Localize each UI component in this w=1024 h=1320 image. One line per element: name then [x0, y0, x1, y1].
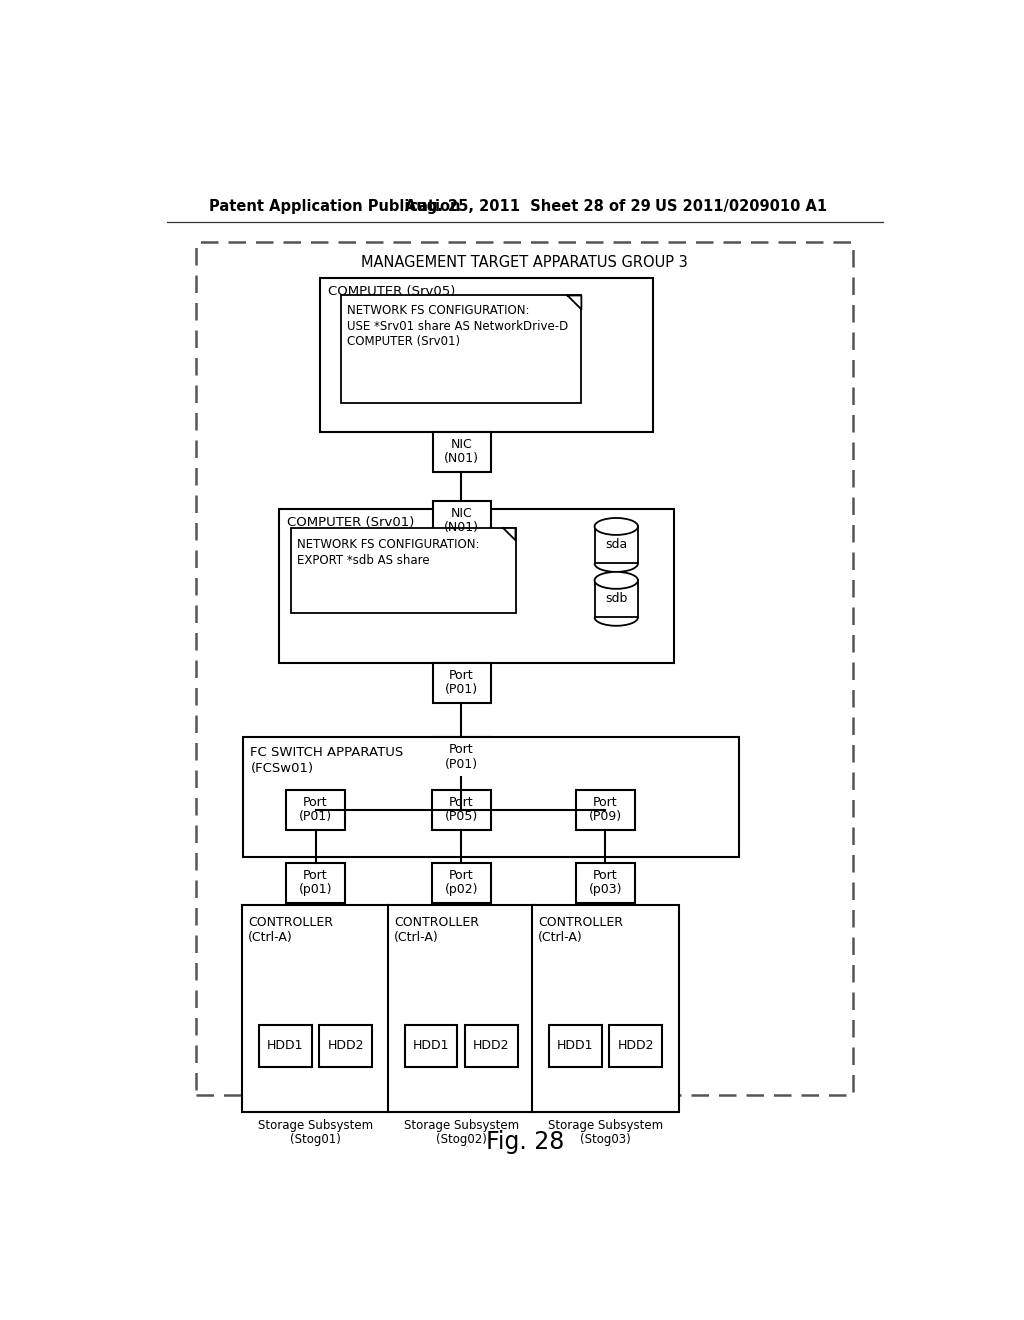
Text: Port: Port	[449, 869, 473, 882]
Text: (Ctrl-A): (Ctrl-A)	[394, 931, 438, 944]
Polygon shape	[567, 296, 582, 309]
Text: NETWORK FS CONFIGURATION:: NETWORK FS CONFIGURATION:	[347, 305, 529, 317]
Bar	[286, 863, 345, 903]
Text: Port: Port	[449, 743, 473, 756]
Bar	[432, 863, 490, 903]
Ellipse shape	[595, 572, 638, 589]
Polygon shape	[503, 528, 515, 540]
Text: (Stog01): (Stog01)	[290, 1133, 341, 1146]
Text: CONTROLLER: CONTROLLER	[248, 916, 333, 929]
Bar	[291, 528, 515, 612]
Text: HDD2: HDD2	[617, 1039, 654, 1052]
Text: Port: Port	[449, 668, 473, 681]
Text: CONTROLLER: CONTROLLER	[394, 916, 479, 929]
Text: (p01): (p01)	[299, 883, 333, 896]
Text: Aug. 25, 2011  Sheet 28 of 29: Aug. 25, 2011 Sheet 28 of 29	[406, 198, 651, 214]
Ellipse shape	[595, 517, 638, 535]
Text: Port: Port	[449, 796, 473, 809]
Text: HDD1: HDD1	[557, 1039, 594, 1052]
Bar	[531, 906, 679, 1111]
Text: Fig. 28: Fig. 28	[485, 1130, 564, 1155]
Text: (P01): (P01)	[444, 758, 478, 771]
Text: Patent Application Publication: Patent Application Publication	[209, 198, 461, 214]
Text: (Ctrl-A): (Ctrl-A)	[538, 931, 583, 944]
Text: Port: Port	[593, 796, 617, 809]
Text: Port: Port	[593, 869, 617, 882]
Bar	[321, 277, 653, 432]
Bar	[432, 789, 490, 830]
Bar	[432, 502, 490, 541]
Bar	[319, 1024, 372, 1067]
Text: (Stog03): (Stog03)	[580, 1133, 631, 1146]
Bar	[595, 581, 638, 618]
Bar	[465, 1024, 518, 1067]
Text: sda: sda	[605, 539, 628, 552]
Text: HDD1: HDD1	[413, 1039, 450, 1052]
Text: FC SWITCH APPARATUS: FC SWITCH APPARATUS	[251, 746, 403, 759]
Bar	[242, 906, 389, 1111]
Text: (Stog02): (Stog02)	[436, 1133, 486, 1146]
Text: (p03): (p03)	[589, 883, 623, 896]
Bar	[575, 789, 635, 830]
Text: HDD1: HDD1	[267, 1039, 303, 1052]
Text: (FCSw01): (FCSw01)	[251, 762, 313, 775]
Bar	[432, 432, 490, 471]
Text: EXPORT *sdb AS share: EXPORT *sdb AS share	[297, 554, 430, 566]
Bar	[432, 738, 490, 777]
Text: Storage Subsystem: Storage Subsystem	[548, 1119, 663, 1133]
Bar	[575, 863, 635, 903]
Bar	[259, 1024, 311, 1067]
Text: (N01): (N01)	[443, 453, 479, 465]
Text: sdb: sdb	[605, 593, 628, 606]
Bar	[197, 242, 853, 1094]
Text: (N01): (N01)	[443, 521, 479, 535]
Text: NIC: NIC	[451, 507, 472, 520]
Text: Storage Subsystem: Storage Subsystem	[258, 1119, 373, 1133]
Text: MANAGEMENT TARGET APPARATUS GROUP 3: MANAGEMENT TARGET APPARATUS GROUP 3	[361, 255, 688, 269]
Bar	[280, 508, 675, 663]
Text: Port: Port	[303, 869, 328, 882]
Text: COMPUTER (Srv05): COMPUTER (Srv05)	[328, 285, 456, 298]
Text: (P01): (P01)	[299, 810, 332, 824]
Text: (P09): (P09)	[589, 810, 622, 824]
Bar	[432, 663, 490, 702]
Bar	[404, 1024, 458, 1067]
Text: CONTROLLER: CONTROLLER	[538, 916, 623, 929]
Text: (p02): (p02)	[444, 883, 478, 896]
Text: (P01): (P01)	[444, 684, 478, 696]
Text: HDD2: HDD2	[473, 1039, 510, 1052]
Text: USE *Srv01 share AS NetworkDrive-D: USE *Srv01 share AS NetworkDrive-D	[347, 319, 568, 333]
Text: NIC: NIC	[451, 437, 472, 450]
Bar	[549, 1024, 601, 1067]
Text: COMPUTER (Srv01): COMPUTER (Srv01)	[287, 516, 415, 529]
Text: US 2011/0209010 A1: US 2011/0209010 A1	[655, 198, 827, 214]
Text: COMPUTER (Srv01): COMPUTER (Srv01)	[347, 335, 461, 348]
Text: Port: Port	[303, 796, 328, 809]
Text: NETWORK FS CONFIGURATION:: NETWORK FS CONFIGURATION:	[297, 539, 479, 552]
Text: Storage Subsystem: Storage Subsystem	[403, 1119, 519, 1133]
Bar	[341, 296, 582, 404]
Bar	[286, 789, 345, 830]
Bar	[243, 738, 738, 857]
Bar	[595, 527, 638, 564]
Text: (P05): (P05)	[444, 810, 478, 824]
Text: HDD2: HDD2	[328, 1039, 364, 1052]
Bar	[388, 906, 535, 1111]
Text: (Ctrl-A): (Ctrl-A)	[248, 931, 293, 944]
Bar	[609, 1024, 662, 1067]
